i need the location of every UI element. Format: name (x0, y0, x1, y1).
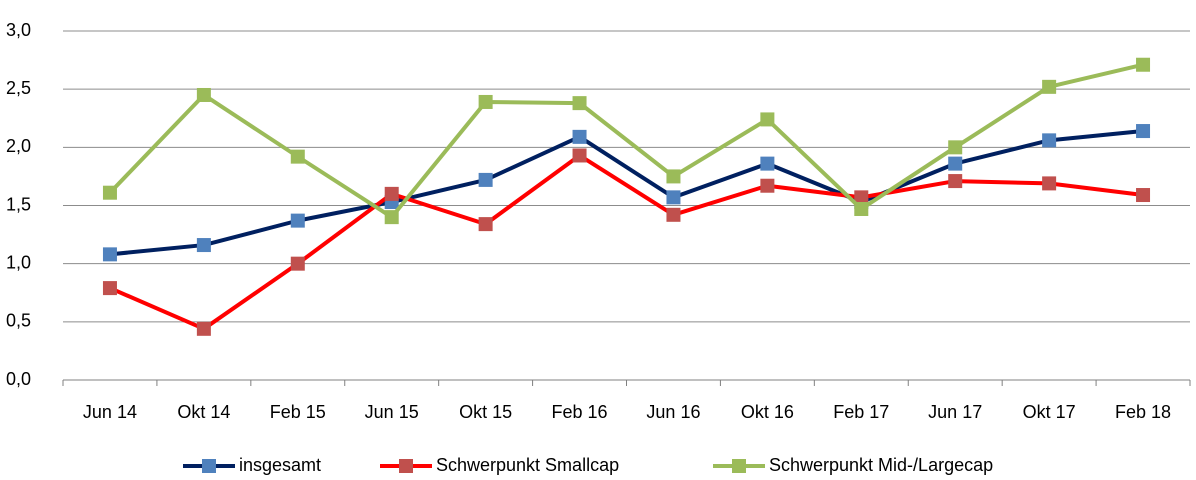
marker (666, 169, 681, 184)
marker (760, 156, 775, 171)
marker (666, 207, 681, 222)
marker (478, 172, 493, 187)
y-tick-label: 1,0 (6, 252, 31, 272)
y-tick-label: 2,0 (6, 136, 31, 156)
marker (572, 148, 587, 163)
legend-label: insgesamt (239, 455, 321, 475)
x-tick-label: Okt 17 (1023, 402, 1076, 422)
x-tick-label: Jun 14 (83, 402, 137, 422)
x-tick-label: Okt 16 (741, 402, 794, 422)
x-tick-label: Okt 15 (459, 402, 512, 422)
y-tick-label: 1,5 (6, 194, 31, 214)
marker (760, 112, 775, 127)
marker (102, 185, 117, 200)
marker (196, 87, 211, 102)
marker (196, 321, 211, 336)
marker (384, 210, 399, 225)
y-tick-label: 0,5 (6, 311, 31, 331)
marker (1042, 133, 1057, 148)
marker (1042, 176, 1057, 191)
legend-marker (732, 459, 746, 473)
marker (290, 256, 305, 271)
marker (948, 140, 963, 155)
x-tick-label: Jun 17 (928, 402, 982, 422)
marker (1136, 188, 1151, 203)
marker (1042, 79, 1057, 94)
x-tick-label: Okt 14 (177, 402, 230, 422)
legend-marker (399, 459, 413, 473)
marker (102, 247, 117, 262)
marker (948, 156, 963, 171)
marker (854, 201, 869, 216)
marker (478, 217, 493, 232)
marker (384, 186, 399, 201)
legend-marker (202, 459, 216, 473)
marker (572, 96, 587, 111)
y-tick-label: 3,0 (6, 20, 31, 40)
marker (290, 149, 305, 164)
y-tick-label: 2,5 (6, 78, 31, 98)
series-line (108, 62, 1144, 220)
marker (1136, 57, 1151, 72)
marker (760, 178, 775, 193)
marker (572, 129, 587, 144)
marker (102, 281, 117, 296)
marker (290, 213, 305, 228)
x-tick-label: Jun 16 (646, 402, 700, 422)
x-tick-label: Feb 16 (552, 402, 608, 422)
marker (196, 238, 211, 253)
marker (854, 190, 869, 205)
marker (666, 190, 681, 205)
x-tick-label: Feb 15 (270, 402, 326, 422)
x-tick-label: Jun 15 (365, 402, 419, 422)
legend-label: Schwerpunkt Smallcap (436, 455, 619, 475)
series-line (109, 153, 1144, 331)
x-tick-label: Feb 17 (833, 402, 889, 422)
marker (478, 94, 493, 109)
y-tick-label: 0,0 (6, 369, 31, 389)
series-line (109, 129, 1144, 257)
marker (948, 174, 963, 189)
marker (1136, 124, 1151, 139)
x-tick-label: Feb 18 (1115, 402, 1171, 422)
legend-label: Schwerpunkt Mid-/Largecap (769, 455, 993, 475)
